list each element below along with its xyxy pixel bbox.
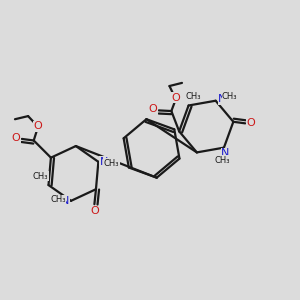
Text: N: N — [218, 94, 227, 104]
Text: CH₃: CH₃ — [222, 92, 238, 101]
Text: N: N — [100, 157, 108, 167]
Text: O: O — [90, 206, 99, 216]
Text: O: O — [12, 133, 21, 143]
Text: CH₃: CH₃ — [50, 195, 66, 204]
Text: O: O — [171, 93, 180, 103]
Text: CH₃: CH₃ — [104, 159, 119, 168]
Text: CH₃: CH₃ — [185, 92, 201, 100]
Text: N: N — [221, 148, 230, 158]
Text: O: O — [149, 104, 158, 115]
Text: N: N — [61, 196, 70, 206]
Text: CH₃: CH₃ — [214, 156, 230, 165]
Text: O: O — [246, 118, 255, 128]
Text: O: O — [33, 121, 42, 131]
Text: CH₃: CH₃ — [33, 172, 49, 181]
